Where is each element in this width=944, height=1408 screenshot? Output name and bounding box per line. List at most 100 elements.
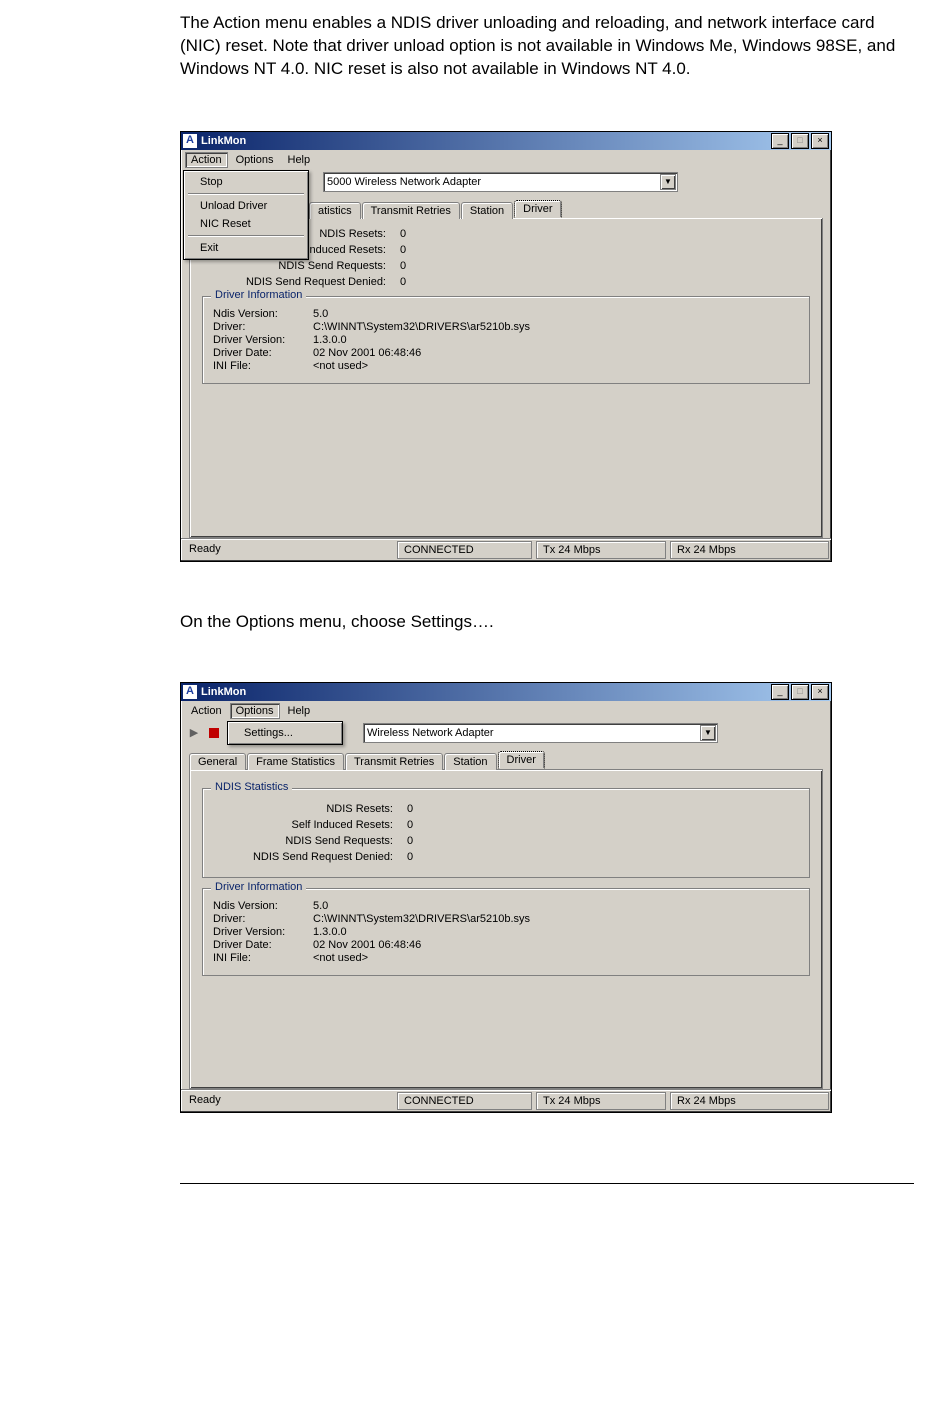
info-value: <not used> bbox=[313, 952, 368, 964]
action-nic-reset[interactable]: NIC Reset bbox=[186, 215, 306, 233]
intro-paragraph: The Action menu enables a NDIS driver un… bbox=[180, 12, 914, 81]
window-title: LinkMon bbox=[201, 686, 769, 698]
info-label: INI File: bbox=[213, 360, 313, 372]
stat-value: 0 bbox=[407, 819, 413, 831]
info-row: Driver Version:1.3.0.0 bbox=[213, 334, 799, 346]
menu-help[interactable]: Help bbox=[282, 703, 317, 719]
info-row: Driver Date:02 Nov 2001 06:48:46 bbox=[213, 939, 799, 951]
menu-options[interactable]: Options bbox=[230, 152, 280, 168]
stat-label: NDIS Send Request Denied: bbox=[213, 851, 407, 863]
app-icon: A bbox=[183, 134, 197, 148]
stat-label: NDIS Resets: bbox=[213, 803, 407, 815]
driver-info-group: Driver Information Ndis Version:5.0 Driv… bbox=[202, 296, 810, 384]
tab-general[interactable]: General bbox=[189, 753, 246, 770]
tab-frame-statistics[interactable]: Frame Statistics bbox=[247, 753, 344, 770]
group-title: Driver Information bbox=[211, 289, 306, 301]
tab-station[interactable]: Station bbox=[461, 202, 513, 219]
menu-options[interactable]: Options bbox=[230, 703, 280, 719]
stop-icon[interactable] bbox=[207, 726, 221, 740]
menubar: Action Options Help Stop Unload Driver N… bbox=[181, 150, 831, 170]
status-tx: Tx 24 Mbps bbox=[536, 1092, 666, 1110]
adapter-select[interactable]: 5000 Wireless Network Adapter ▼ bbox=[323, 172, 678, 192]
status-rx: Rx 24 Mbps bbox=[670, 541, 829, 559]
options-dropdown: Settings... bbox=[227, 721, 343, 745]
minimize-button[interactable]: _ bbox=[771, 684, 789, 700]
chevron-down-icon[interactable]: ▼ bbox=[700, 725, 716, 741]
play-icon[interactable]: ▶ bbox=[187, 726, 201, 740]
minimize-button[interactable]: _ bbox=[771, 133, 789, 149]
statusbar: Ready CONNECTED Tx 24 Mbps Rx 24 Mbps bbox=[181, 1089, 831, 1112]
info-value: 02 Nov 2001 06:48:46 bbox=[313, 347, 421, 359]
menu-action[interactable]: Action bbox=[185, 703, 228, 719]
status-ready: Ready bbox=[183, 541, 393, 559]
info-value: <not used> bbox=[313, 360, 368, 372]
tab-strip: General Frame Statistics Transmit Retrie… bbox=[189, 751, 823, 769]
stat-row: Self Induced Resets: 0 bbox=[213, 819, 799, 831]
titlebar[interactable]: A LinkMon _ □ × bbox=[181, 132, 831, 150]
stat-row: NDIS Send Request Denied: 0 bbox=[213, 851, 799, 863]
linkmon-window-2: A LinkMon _ □ × Action Options Help Sett… bbox=[180, 682, 832, 1113]
adapter-select-value: 5000 Wireless Network Adapter bbox=[327, 176, 481, 188]
stat-value: 0 bbox=[407, 803, 413, 815]
titlebar[interactable]: A LinkMon _ □ × bbox=[181, 683, 831, 701]
menu-action[interactable]: Action bbox=[185, 152, 228, 168]
ndis-stats-group: NDIS Statistics NDIS Resets: 0 Self Indu… bbox=[202, 788, 810, 878]
tab-frame-statistics-partial[interactable]: atistics bbox=[309, 202, 361, 219]
statusbar: Ready CONNECTED Tx 24 Mbps Rx 24 Mbps bbox=[181, 538, 831, 561]
close-button[interactable]: × bbox=[811, 133, 829, 149]
adapter-select-value: Wireless Network Adapter bbox=[367, 727, 494, 739]
info-label: INI File: bbox=[213, 952, 313, 964]
info-row: INI File:<not used> bbox=[213, 360, 799, 372]
status-ready: Ready bbox=[183, 1092, 393, 1110]
group-title: Driver Information bbox=[211, 881, 306, 893]
tab-driver[interactable]: Driver bbox=[514, 200, 561, 218]
stat-label: NDIS Send Request Denied: bbox=[206, 276, 400, 288]
options-settings[interactable]: Settings... bbox=[230, 724, 340, 742]
maximize-button[interactable]: □ bbox=[791, 133, 809, 149]
tab-driver[interactable]: Driver bbox=[498, 751, 545, 769]
maximize-button[interactable]: □ bbox=[791, 684, 809, 700]
tab-station[interactable]: Station bbox=[444, 753, 496, 770]
status-tx: Tx 24 Mbps bbox=[536, 541, 666, 559]
stat-value: 0 bbox=[400, 276, 406, 288]
info-value: C:\WINNT\System32\DRIVERS\ar5210b.sys bbox=[313, 913, 530, 925]
info-label: Driver: bbox=[213, 913, 313, 925]
action-exit[interactable]: Exit bbox=[186, 239, 306, 257]
stat-row: NDIS Send Request Denied: 0 bbox=[206, 276, 812, 288]
info-label: Driver Version: bbox=[213, 334, 313, 346]
status-connection: CONNECTED bbox=[397, 1092, 532, 1110]
info-value: C:\WINNT\System32\DRIVERS\ar5210b.sys bbox=[313, 321, 530, 333]
linkmon-window-1: A LinkMon _ □ × Action Options Help Stop… bbox=[180, 131, 832, 562]
info-row: Driver:C:\WINNT\System32\DRIVERS\ar5210b… bbox=[213, 913, 799, 925]
info-row: Driver Version:1.3.0.0 bbox=[213, 926, 799, 938]
status-rx: Rx 24 Mbps bbox=[670, 1092, 829, 1110]
info-label: Driver: bbox=[213, 321, 313, 333]
tab-transmit-retries[interactable]: Transmit Retries bbox=[345, 753, 443, 770]
info-label: Ndis Version: bbox=[213, 308, 313, 320]
info-label: Ndis Version: bbox=[213, 900, 313, 912]
app-icon: A bbox=[183, 685, 197, 699]
driver-tab-panel: NDIS Statistics NDIS Resets: 0 Self Indu… bbox=[189, 769, 823, 1089]
chevron-down-icon[interactable]: ▼ bbox=[660, 174, 676, 190]
stat-row: NDIS Send Requests: 0 bbox=[206, 260, 812, 272]
tab-area: General Frame Statistics Transmit Retrie… bbox=[181, 745, 831, 1089]
stat-value: 0 bbox=[400, 244, 406, 256]
stat-value: 0 bbox=[400, 260, 406, 272]
info-value: 5.0 bbox=[313, 308, 328, 320]
menu-help[interactable]: Help bbox=[282, 152, 317, 168]
info-row: Ndis Version:5.0 bbox=[213, 308, 799, 320]
info-label: Driver Date: bbox=[213, 939, 313, 951]
stat-value: 0 bbox=[407, 835, 413, 847]
adapter-select[interactable]: Wireless Network Adapter ▼ bbox=[363, 723, 718, 743]
tab-transmit-retries[interactable]: Transmit Retries bbox=[362, 202, 460, 219]
stat-label: NDIS Send Requests: bbox=[213, 835, 407, 847]
stat-row: NDIS Send Requests: 0 bbox=[213, 835, 799, 847]
mid-paragraph: On the Options menu, choose Settings…. bbox=[180, 612, 914, 632]
driver-tab-panel: NDIS Resets: 0 Self Induced Resets: 0 ND… bbox=[189, 218, 823, 538]
menubar: Action Options Help Settings... bbox=[181, 701, 831, 721]
action-unload-driver[interactable]: Unload Driver bbox=[186, 197, 306, 215]
group-title: NDIS Statistics bbox=[211, 781, 292, 793]
close-button[interactable]: × bbox=[811, 684, 829, 700]
action-stop[interactable]: Stop bbox=[186, 173, 306, 191]
info-label: Driver Version: bbox=[213, 926, 313, 938]
